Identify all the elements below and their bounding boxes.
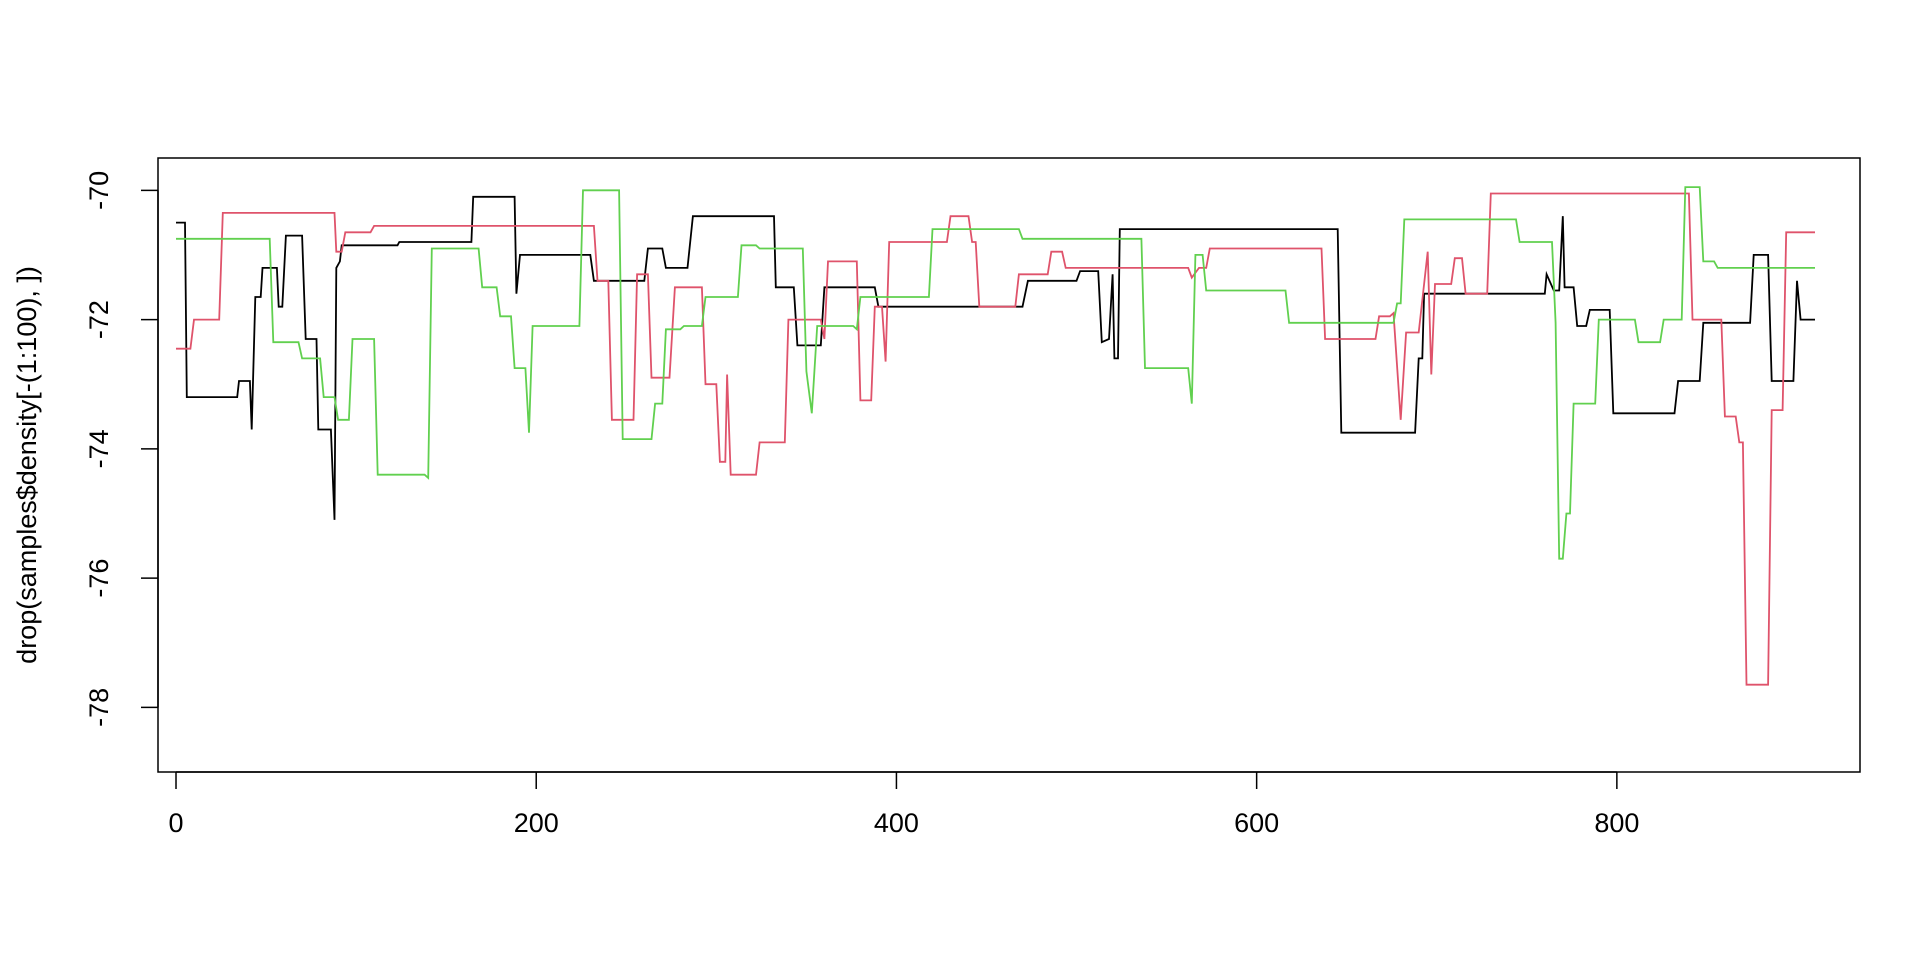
series-layer [176,186,1815,686]
y-axis: -70 -72 -74 -76 -78 [84,171,159,727]
y-tick-label: -70 [84,171,114,210]
x-tick-label: 0 [168,808,183,838]
y-axis-label: drop(samples$density[-(1:100), ]) [12,266,42,664]
y-tick-label: -78 [84,688,114,727]
x-tick-label: 600 [1234,808,1279,838]
y-tick-label: -74 [84,429,114,468]
series-line-3 [176,186,1815,560]
series-line-2 [176,192,1815,686]
y-tick-label: -76 [84,559,114,598]
x-tick-label: 200 [514,808,559,838]
x-tick-label: 400 [874,808,919,838]
x-tick-label: 800 [1594,808,1639,838]
series-line-1 [176,195,1815,520]
y-tick-label: -72 [84,300,114,339]
x-axis: 0 200 400 600 800 [168,771,1639,838]
